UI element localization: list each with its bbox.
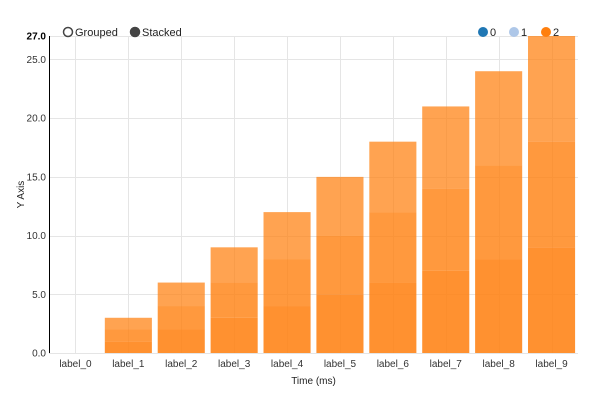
bar-segment-series-2-label_1[interactable] xyxy=(104,317,152,330)
y-tick-label: 0.0 xyxy=(32,349,46,360)
legend-label[interactable]: 2 xyxy=(553,27,559,39)
bar-segment-series-1-label_1[interactable] xyxy=(104,329,152,342)
radio-icon[interactable] xyxy=(129,26,141,38)
bar-segment-series-1-label_9[interactable] xyxy=(528,141,576,248)
bar-segment-series-2-label_3[interactable] xyxy=(210,247,258,283)
control-grouped[interactable]: Grouped xyxy=(62,26,118,39)
bar-segment-series-0-label_9[interactable] xyxy=(528,247,576,353)
bar-segment-series-1-label_7[interactable] xyxy=(422,188,470,271)
bar-segment-series-1-label_3[interactable] xyxy=(210,282,258,318)
x-tick-label: label_1 xyxy=(112,359,145,370)
bar-segment-series-2-label_9[interactable] xyxy=(528,36,576,142)
control-label[interactable]: Grouped xyxy=(75,27,118,39)
legend-swatch-icon[interactable] xyxy=(478,27,488,37)
legend-swatch-icon[interactable] xyxy=(509,27,519,37)
bar-segment-series-0-label_1[interactable] xyxy=(104,341,152,353)
x-tick-label: label_0 xyxy=(59,359,92,370)
bar-segment-series-0-label_8[interactable] xyxy=(475,259,523,353)
y-axis-title: Y Axis xyxy=(16,181,27,209)
bar-segment-series-1-label_2[interactable] xyxy=(157,306,205,330)
y-tick-label: 15.0 xyxy=(27,172,47,183)
view-mode-controls: Grouped Stacked xyxy=(62,26,182,39)
y-tick-label: 25.0 xyxy=(27,55,47,66)
bar-segment-series-0-label_5[interactable] xyxy=(316,294,364,353)
bar-segment-series-1-label_8[interactable] xyxy=(475,165,523,260)
x-axis-title: Time (ms) xyxy=(291,376,336,387)
y-max-label: 27.0 xyxy=(27,32,47,43)
bar-segment-series-0-label_3[interactable] xyxy=(210,317,258,353)
bar-segment-series-2-label_8[interactable] xyxy=(475,71,523,166)
legend-label[interactable]: 1 xyxy=(521,27,527,39)
legend-label[interactable]: 0 xyxy=(490,27,496,39)
legend-item-1[interactable]: 1 xyxy=(509,27,527,39)
bar-segment-series-2-label_4[interactable] xyxy=(263,212,311,260)
bar-segment-series-2-label_2[interactable] xyxy=(157,282,205,307)
x-tick-label: label_2 xyxy=(165,359,198,370)
control-label[interactable]: Stacked xyxy=(142,27,182,39)
radio-icon[interactable] xyxy=(62,26,74,38)
bar-segment-series-1-label_5[interactable] xyxy=(316,235,364,295)
y-tick-label: 5.0 xyxy=(32,290,46,301)
x-tick-label: label_7 xyxy=(430,359,463,370)
x-tick-label: label_3 xyxy=(218,359,251,370)
legend-item-0[interactable]: 0 xyxy=(478,27,496,39)
axes-layer: 0.0 5.0 10.0 15.0 20.0 25.0 27.0 label_0 label_1… xyxy=(16,32,568,388)
control-stacked[interactable]: Stacked xyxy=(129,26,182,39)
bars-layer xyxy=(104,36,576,353)
bar-segment-series-2-label_7[interactable] xyxy=(422,106,470,189)
bar-segment-series-2-label_6[interactable] xyxy=(369,141,417,213)
x-tick-label: label_8 xyxy=(483,359,516,370)
y-tick-label: 10.0 xyxy=(27,231,47,242)
x-tick-label: label_5 xyxy=(324,359,357,370)
y-tick-label: 20.0 xyxy=(27,114,47,125)
legend-item-2[interactable]: 2 xyxy=(541,27,559,39)
legend: 0 1 2 xyxy=(478,27,559,39)
bar-segment-series-0-label_4[interactable] xyxy=(263,306,311,353)
bar-segment-series-1-label_4[interactable] xyxy=(263,259,311,307)
x-tick-label: label_6 xyxy=(377,359,410,370)
bar-segment-series-0-label_7[interactable] xyxy=(422,270,470,353)
bar-segment-series-0-label_6[interactable] xyxy=(369,282,417,353)
bar-segment-series-2-label_5[interactable] xyxy=(316,176,364,236)
bar-segment-series-0-label_2[interactable] xyxy=(157,329,205,353)
bar-segment-series-1-label_6[interactable] xyxy=(369,212,417,283)
x-tick-label: label_9 xyxy=(535,359,568,370)
x-tick-label: label_4 xyxy=(271,359,304,370)
legend-swatch-icon[interactable] xyxy=(541,27,551,37)
